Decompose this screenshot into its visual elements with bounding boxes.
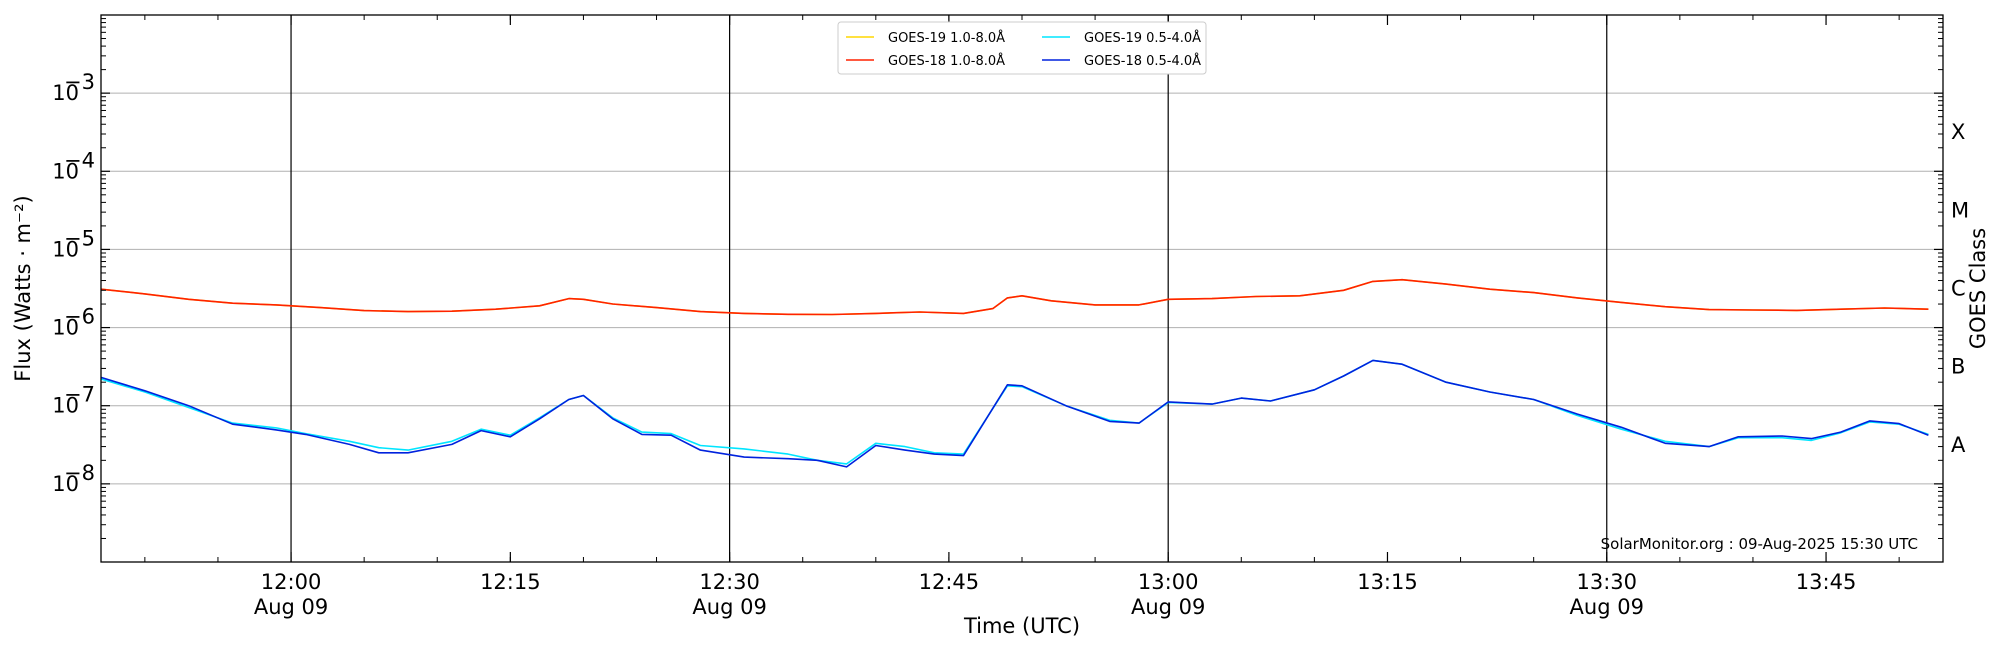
- legend-box: [837, 21, 1207, 75]
- x-tick-label: 12:00: [261, 570, 322, 594]
- series-line: [100, 359, 1929, 468]
- x-tick-sublabel: Aug 09: [1570, 595, 1644, 619]
- y-tick-label: 10: [52, 81, 79, 105]
- y-tick-label: 10: [52, 159, 79, 183]
- goes-class-label: X: [1951, 120, 1965, 144]
- legend-label: GOES-18 1.0-8.0Å: [888, 53, 1005, 69]
- day-marker-lines: [290, 15, 1608, 562]
- flux-series: [100, 278, 1929, 468]
- x-tick-label: 13:00: [1138, 570, 1199, 594]
- x-tick-label: 13:30: [1576, 570, 1637, 594]
- goes-class-label: C: [1951, 277, 1966, 301]
- grid-lines: [101, 92, 1943, 485]
- y-tick-exponent: −8: [64, 461, 95, 485]
- y-axis-title: Flux (Watts · m⁻²): [11, 195, 35, 381]
- x-tick-label: 13:15: [1357, 570, 1418, 594]
- series-line: [100, 278, 1929, 316]
- y-tick-label: 10: [52, 394, 79, 418]
- goes-class-axis-title: GOES Class: [1966, 228, 1990, 349]
- legend: GOES-19 1.0-8.0Å GOES-19 0.5-4.0Å GOES-18 …: [837, 21, 1207, 75]
- y-tick-label: 10: [52, 237, 79, 261]
- goes-class-label: B: [1951, 355, 1965, 379]
- x-axis-title: Time (UTC): [963, 614, 1080, 638]
- x-tick-sublabel: Aug 09: [692, 595, 766, 619]
- credit-text: SolarMonitor.org : 09-Aug-2025 15:30 UTC: [1601, 535, 1918, 553]
- axis-ticks: [101, 15, 1943, 562]
- y-tick-exponent: −4: [64, 148, 95, 172]
- x-tick-sublabel: Aug 09: [254, 595, 328, 619]
- y-tick-exponent: −7: [64, 383, 95, 407]
- x-tick-label: 12:30: [699, 570, 760, 594]
- legend-label: GOES-19 0.5-4.0Å: [1084, 30, 1201, 46]
- legend-label: GOES-18 0.5-4.0Å: [1084, 53, 1201, 69]
- x-tick-sublabel: Aug 09: [1131, 595, 1205, 619]
- goes-class-label: A: [1951, 433, 1966, 457]
- x-tick-label: 12:45: [919, 570, 980, 594]
- goes-class-label: M: [1951, 198, 1969, 222]
- plot-frame: [100, 14, 1944, 563]
- y-tick-label: 10: [52, 316, 79, 340]
- legend-label: GOES-19 1.0-8.0Å: [888, 30, 1005, 46]
- x-tick-label: 13:45: [1796, 570, 1857, 594]
- x-tick-label: 12:15: [480, 570, 541, 594]
- y-tick-label: 10: [52, 472, 79, 496]
- series-line: [100, 359, 1929, 465]
- y-tick-exponent: −6: [64, 305, 95, 329]
- y-tick-exponent: −3: [64, 70, 95, 94]
- y-tick-exponent: −5: [64, 226, 95, 250]
